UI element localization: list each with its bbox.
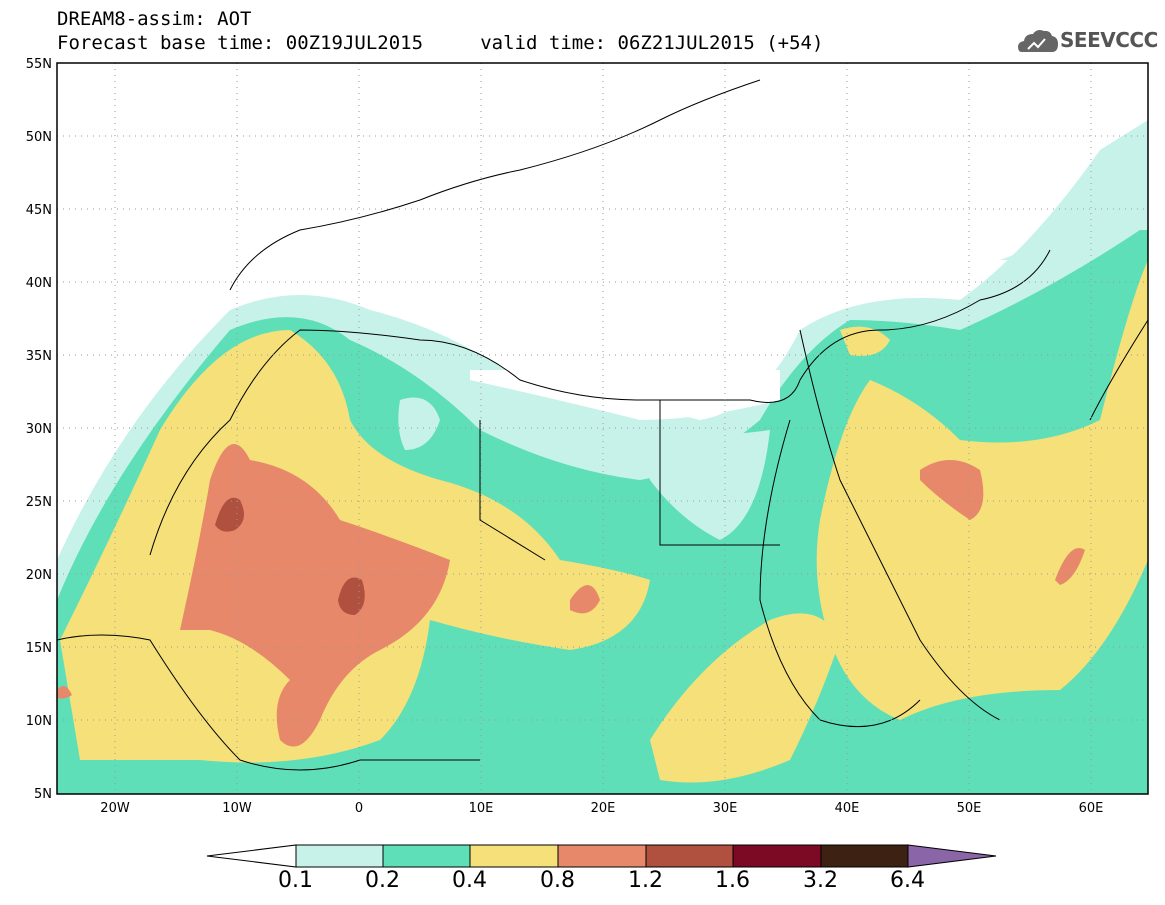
lat-label: 10N <box>26 714 52 729</box>
colorbar-label: 6.4 <box>890 868 925 893</box>
colorbar-bin <box>645 844 734 868</box>
lat-label: 5N <box>34 787 52 802</box>
lat-label: 20N <box>26 568 52 583</box>
lat-label: 55N <box>26 57 52 72</box>
longitude-labels: 20W 10W 0 10E 20E 30E 40E 50E 60E <box>100 801 1103 816</box>
colorbar-bin <box>469 844 559 868</box>
colorbar-label: 3.2 <box>803 868 838 893</box>
colorbar-label: 0.8 <box>540 868 575 893</box>
colorbar-bin <box>206 844 297 868</box>
map-frame <box>56 62 1149 795</box>
aot-region-1.2 <box>215 497 244 532</box>
lat-label: 40N <box>26 276 52 291</box>
colorbar-bin <box>820 844 909 868</box>
colorbar-label: 0.4 <box>452 868 487 893</box>
latitude-labels: 55N 50N 45N 40N 35N 30N 25N 20N 15N 10N … <box>26 57 52 802</box>
colorbar-label: 0.1 <box>278 868 313 893</box>
map-title: DREAM8-assim: AOT <box>57 8 252 30</box>
cloud-icon <box>1018 30 1058 52</box>
lon-label: 10W <box>222 801 252 816</box>
lon-label: 40E <box>835 801 860 816</box>
aot-region-0.8 <box>180 444 450 747</box>
colorbar-label: 0.2 <box>365 868 400 893</box>
colorbar-bin <box>907 844 997 868</box>
lon-label: 60E <box>1079 801 1104 816</box>
coastlines <box>57 79 1148 771</box>
lat-label: 35N <box>26 349 52 364</box>
lon-label: 0 <box>355 801 363 816</box>
lon-label: 30E <box>713 801 738 816</box>
lat-label: 15N <box>26 641 52 656</box>
lon-label: 20E <box>591 801 616 816</box>
colorbar-bin <box>382 844 471 868</box>
lat-label: 30N <box>26 422 52 437</box>
lat-label: 50N <box>26 130 52 145</box>
seevccc-logo: SEEVCCC <box>1060 28 1158 52</box>
colorbar-label: 1.2 <box>628 868 663 893</box>
colorbar-bin <box>557 844 647 868</box>
map-subtitle: Forecast base time: 00Z19JUL2015 valid t… <box>57 32 824 54</box>
lon-label: 20W <box>100 801 130 816</box>
lon-label: 10E <box>469 801 494 816</box>
lat-label: 25N <box>26 495 52 510</box>
colorbar-label: 1.6 <box>715 868 750 893</box>
lon-label: 50E <box>957 801 982 816</box>
colorbar <box>206 844 997 868</box>
colorbar-bin <box>732 844 822 868</box>
lat-label: 45N <box>26 203 52 218</box>
colorbar-bin <box>295 844 384 868</box>
